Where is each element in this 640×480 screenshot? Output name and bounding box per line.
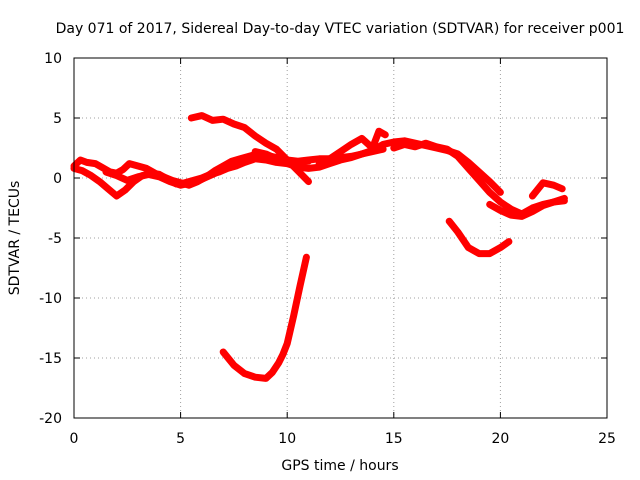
x-tick-label: 5 bbox=[176, 431, 185, 447]
series-track-2 bbox=[70, 155, 312, 200]
x-axis-title: GPS time / hours bbox=[281, 458, 398, 474]
series-track-6 bbox=[315, 127, 389, 168]
y-tick-label: -15 bbox=[39, 351, 62, 367]
x-tick-label: 25 bbox=[598, 431, 616, 447]
series-track-7 bbox=[390, 139, 568, 218]
series-track-8 bbox=[486, 194, 568, 220]
axis-ticks: 0 5 10 15 20 25 -20 -15 -10 -5 0 5 10 bbox=[39, 51, 616, 447]
x-tick-label: 10 bbox=[278, 431, 296, 447]
y-tick-label: -10 bbox=[39, 291, 62, 307]
series-track-11 bbox=[219, 253, 310, 382]
series-track-3 bbox=[102, 152, 280, 189]
y-axis-title: SDTVAR / TECUs bbox=[7, 181, 23, 296]
y-tick-label: -5 bbox=[48, 231, 62, 247]
x-tick-label: 20 bbox=[491, 431, 509, 447]
grid bbox=[74, 58, 607, 418]
y-tick-label: 10 bbox=[44, 51, 62, 67]
y-tick-label: -20 bbox=[39, 411, 62, 427]
x-tick-label: 0 bbox=[70, 431, 79, 447]
y-tick-label: 5 bbox=[53, 111, 62, 127]
data-series bbox=[70, 112, 568, 382]
series-track-9 bbox=[528, 179, 566, 200]
y-tick-label: 0 bbox=[53, 171, 62, 187]
plot-frame bbox=[73, 57, 608, 419]
series-track-10 bbox=[445, 217, 513, 258]
x-tick-label: 15 bbox=[385, 431, 403, 447]
chart-title: Day 071 of 2017, Sidereal Day-to-day VTE… bbox=[56, 21, 625, 37]
